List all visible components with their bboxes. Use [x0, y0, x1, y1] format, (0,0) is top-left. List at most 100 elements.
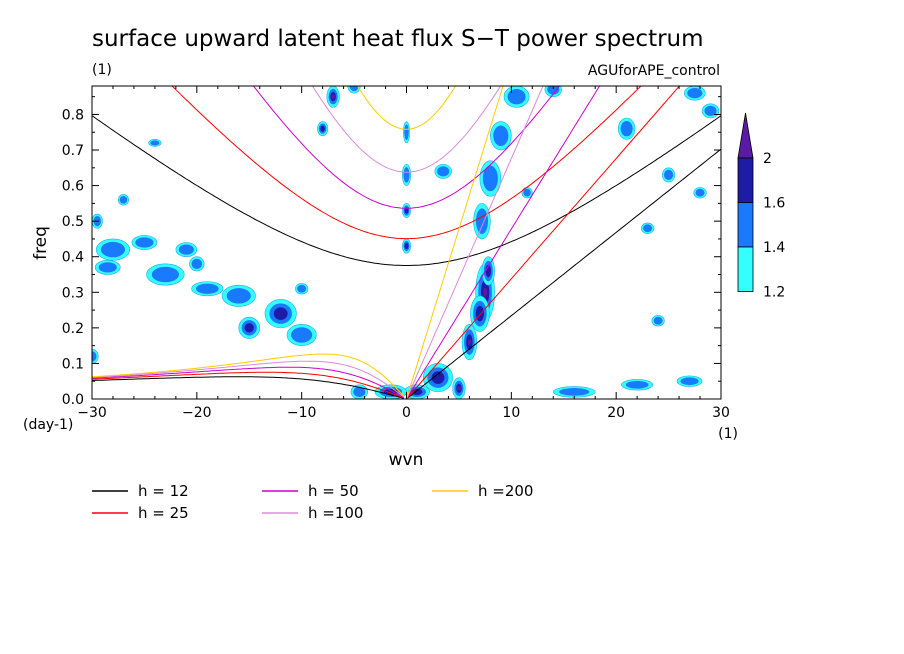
power-blob-level	[403, 167, 410, 183]
legend-entry: h =100	[262, 504, 363, 522]
dispersion-curve-h25	[92, 86, 681, 399]
power-blob	[693, 187, 707, 199]
colorbar: 2 1.6 1.4 1.2	[737, 112, 785, 301]
x-tick-label: 30	[712, 405, 730, 421]
power-blob	[402, 163, 411, 186]
power-blob	[452, 377, 466, 399]
power-blob	[402, 203, 411, 218]
y-tick-label: 0.7	[62, 143, 84, 159]
power-blob	[621, 379, 654, 391]
power-blob-level	[625, 380, 649, 389]
power-blob	[552, 386, 596, 398]
dispersion-branch	[406, 86, 504, 399]
y-tick-label: 0.3	[62, 285, 84, 301]
power-blob-level	[475, 208, 489, 234]
x-tick-label: 0	[402, 405, 411, 421]
power-blob-level	[331, 94, 336, 99]
chart-title: surface upward latent heat flux S−T powe…	[92, 26, 704, 52]
legend-label: h = 12	[138, 482, 189, 500]
power-blob	[94, 259, 121, 275]
power-blob-level	[92, 351, 97, 362]
power-blob	[264, 299, 297, 329]
dispersion-branch	[311, 86, 502, 173]
x-tick-label: 10	[502, 405, 520, 421]
power-blob-level	[119, 195, 128, 204]
power-blob-level	[493, 125, 509, 147]
power-blob-level	[620, 120, 633, 137]
x-tick-label: 20	[607, 405, 625, 421]
power-blob	[503, 86, 530, 108]
power-blob	[402, 238, 411, 254]
x-tick-label: −30	[77, 405, 107, 421]
colorbar-segment	[737, 246, 754, 292]
legend-label: h =100	[308, 504, 363, 522]
power-blob	[117, 194, 129, 206]
power-blob-level	[320, 125, 325, 132]
power-blob-level	[431, 371, 445, 384]
legend-entry: h = 12	[92, 482, 189, 500]
dispersion-curve-h12	[92, 115, 721, 399]
dispersion-branch	[406, 86, 681, 399]
y-tick-label: 0.8	[62, 107, 84, 123]
legend-entry: h = 25	[92, 504, 189, 522]
x-axis-label: wvn	[389, 450, 424, 470]
y-tick-label: 0.0	[62, 392, 84, 408]
power-blob-level	[687, 87, 703, 99]
dispersion-branch	[406, 86, 544, 399]
dispersion-branch	[92, 360, 405, 398]
legend-label: h = 50	[308, 482, 359, 500]
colorbar-segment	[737, 157, 754, 203]
power-blob-level	[353, 386, 366, 398]
power-blob-level	[695, 188, 705, 197]
power-blob-level	[437, 166, 450, 177]
chart-subtitle-run: AGUforAPE_control	[588, 63, 720, 79]
colorbar-segment	[737, 202, 754, 248]
power-blob-level	[273, 307, 288, 320]
dispersion-curve-h50	[92, 86, 601, 399]
power-blob	[403, 121, 410, 144]
power-blob	[684, 86, 706, 101]
power-blob-level	[475, 305, 485, 322]
power-blob	[286, 324, 317, 346]
power-blob-level	[664, 169, 674, 181]
power-blob	[295, 283, 309, 295]
power-blob	[661, 167, 676, 183]
power-blob	[95, 238, 131, 261]
power-blob-level	[178, 244, 194, 255]
power-blob-level	[653, 316, 663, 325]
y-tick-label: 0.1	[62, 356, 84, 372]
power-blob-level	[135, 237, 154, 248]
power-blob	[326, 86, 340, 108]
power-blob	[92, 348, 99, 364]
power-blob-level	[404, 242, 409, 250]
dispersion-branch	[92, 366, 405, 399]
legend-label: h =200	[478, 482, 533, 500]
legend-entry: h =200	[432, 482, 533, 500]
dispersion-branch	[92, 376, 405, 399]
power-blob	[676, 375, 703, 387]
power-blob-level	[195, 283, 219, 294]
power-blob-level	[297, 284, 307, 293]
power-blob	[521, 187, 533, 199]
power-blob	[131, 235, 158, 250]
dispersion-branch	[171, 86, 642, 240]
y-tick-label: 0.2	[62, 321, 84, 337]
power-blob-level	[704, 105, 717, 117]
power-blob	[651, 315, 665, 327]
dispersion-curve-h100	[92, 86, 544, 399]
power-blob-level	[523, 188, 531, 197]
power-blob-level	[456, 386, 461, 391]
power-blob-level	[467, 339, 472, 345]
dispersion-curves	[92, 86, 721, 399]
colorbar-label: 1.6	[763, 196, 785, 212]
y-tick-label: 0.4	[62, 250, 84, 266]
power-blob	[317, 121, 329, 137]
colorbar-arrow	[737, 112, 754, 159]
power-blob-level	[151, 266, 179, 283]
power-blob	[422, 363, 453, 393]
power-blob-level	[507, 88, 526, 105]
dispersion-branch	[356, 86, 457, 130]
power-blob	[191, 281, 224, 297]
power-blob-level	[98, 262, 117, 273]
